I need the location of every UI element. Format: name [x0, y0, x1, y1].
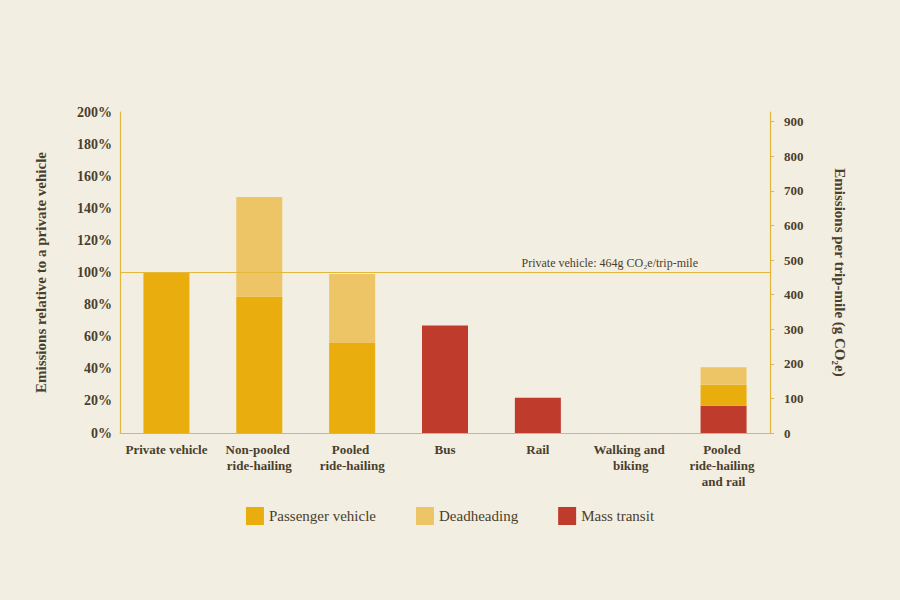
svg-text:Rail: Rail — [526, 442, 550, 457]
svg-text:Emissions relative to a privat: Emissions relative to a private vehicle — [33, 152, 49, 393]
svg-text:200%: 200% — [77, 105, 112, 120]
svg-text:700: 700 — [784, 183, 804, 198]
svg-text:120%: 120% — [77, 233, 112, 248]
svg-text:and rail: and rail — [702, 474, 746, 489]
svg-text:Private vehicle: Private vehicle — [125, 442, 207, 457]
svg-text:60%: 60% — [84, 329, 112, 344]
svg-text:Non-pooled: Non-pooled — [226, 442, 294, 457]
svg-text:ride-hailing: ride-hailing — [689, 458, 757, 473]
svg-text:Bus: Bus — [435, 442, 456, 457]
svg-text:300: 300 — [784, 322, 804, 337]
svg-text:20%: 20% — [84, 393, 112, 408]
svg-text:40%: 40% — [84, 361, 112, 376]
svg-text:biking: biking — [613, 458, 649, 473]
svg-text:80%: 80% — [84, 297, 112, 312]
svg-text:600: 600 — [784, 218, 804, 233]
svg-text:Deadheading: Deadheading — [439, 508, 519, 524]
svg-text:900: 900 — [784, 114, 804, 129]
svg-text:200: 200 — [784, 356, 804, 371]
svg-text:Private vehicle: 464g CO₂e/tri: Private vehicle: 464g CO₂e/trip-mile — [522, 256, 698, 270]
svg-text:400: 400 — [784, 287, 804, 302]
svg-text:180%: 180% — [77, 137, 112, 152]
svg-text:Pooled: Pooled — [332, 442, 373, 457]
svg-text:Walking and: Walking and — [593, 442, 667, 457]
svg-text:Passenger vehicle: Passenger vehicle — [269, 508, 376, 524]
svg-text:0%: 0% — [91, 426, 112, 441]
svg-text:500: 500 — [784, 253, 804, 268]
svg-text:100%: 100% — [77, 265, 112, 280]
svg-text:140%: 140% — [77, 201, 112, 216]
svg-text:Emissions per trip-mile (g CO₂: Emissions per trip-mile (g CO₂e) — [831, 168, 848, 376]
svg-text:ride-hailing: ride-hailing — [227, 458, 293, 473]
svg-text:0: 0 — [784, 426, 791, 441]
svg-text:800: 800 — [784, 149, 804, 164]
svg-text:Mass transit: Mass transit — [581, 508, 655, 524]
svg-text:ride-hailing: ride-hailing — [320, 458, 386, 473]
svg-text:160%: 160% — [77, 169, 112, 184]
svg-text:100: 100 — [784, 391, 804, 406]
svg-text:Pooled: Pooled — [703, 442, 744, 457]
